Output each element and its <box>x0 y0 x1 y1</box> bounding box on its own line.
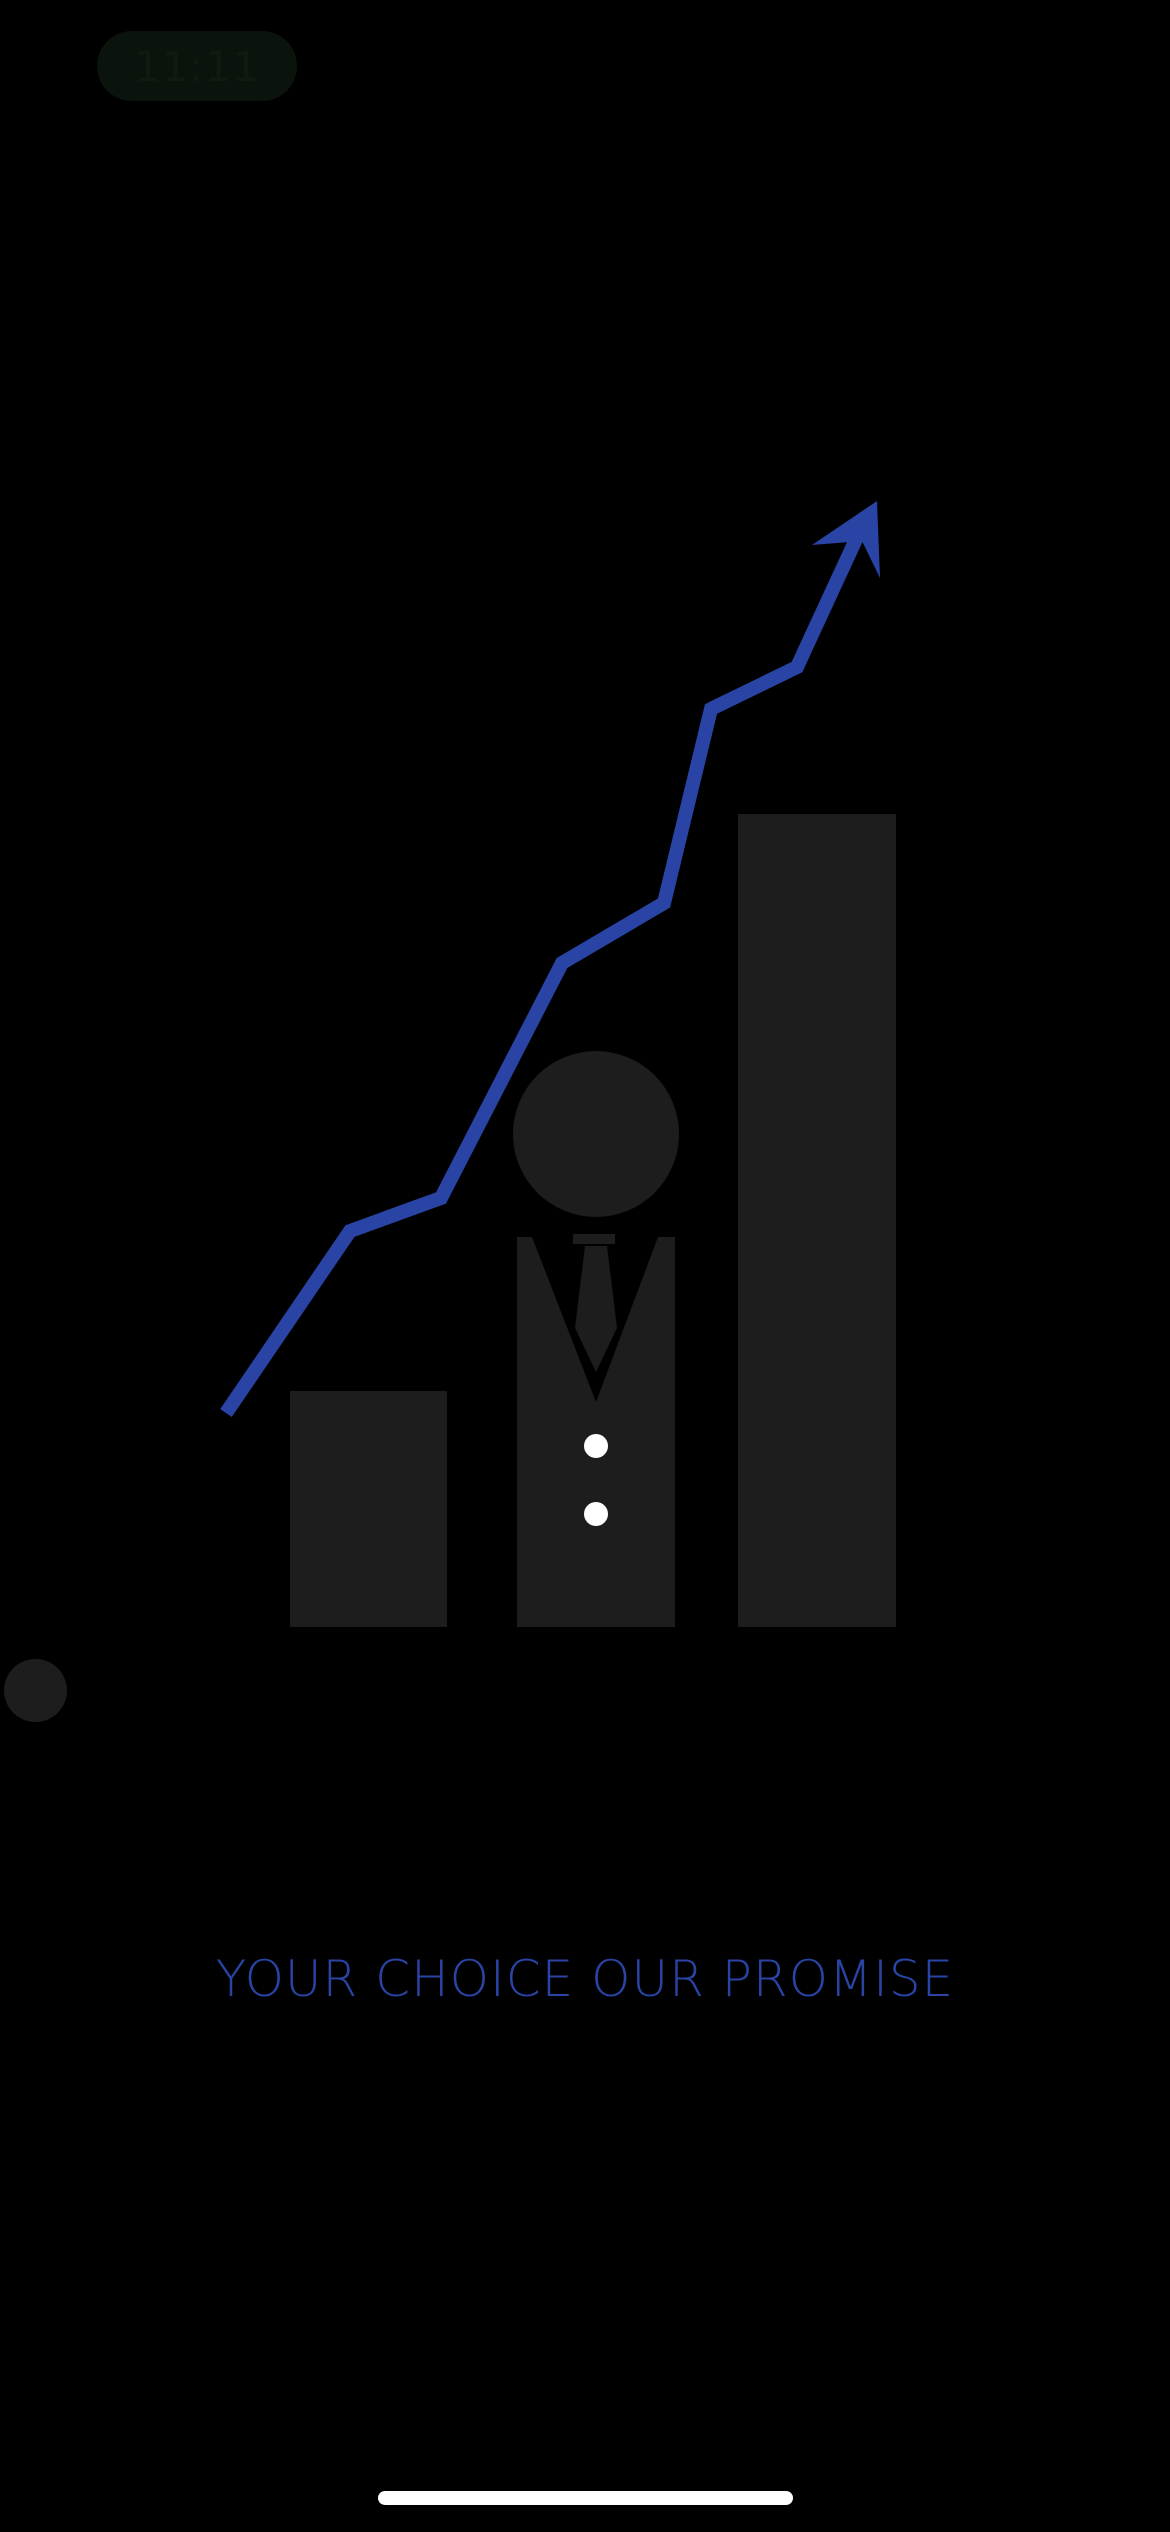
status-time-pill: 11:11 <box>97 31 297 101</box>
splash-tagline: YOUR CHOICE OUR PROMISE <box>215 1950 955 2008</box>
logo-growth-line <box>220 519 871 1417</box>
logo-bar-right <box>738 814 896 1627</box>
logo-head <box>513 1051 679 1217</box>
status-time: 11:11 <box>133 41 261 91</box>
logo-tie-knot <box>573 1234 615 1244</box>
home-indicator[interactable] <box>378 2491 793 2505</box>
side-indicator-dot <box>4 1659 67 1722</box>
logo-suit-button <box>584 1434 608 1458</box>
logo-suit-button <box>584 1502 608 1526</box>
logo-bar-left <box>290 1391 447 1627</box>
logo-arrow-head <box>812 501 880 578</box>
logo-tie <box>575 1246 617 1372</box>
